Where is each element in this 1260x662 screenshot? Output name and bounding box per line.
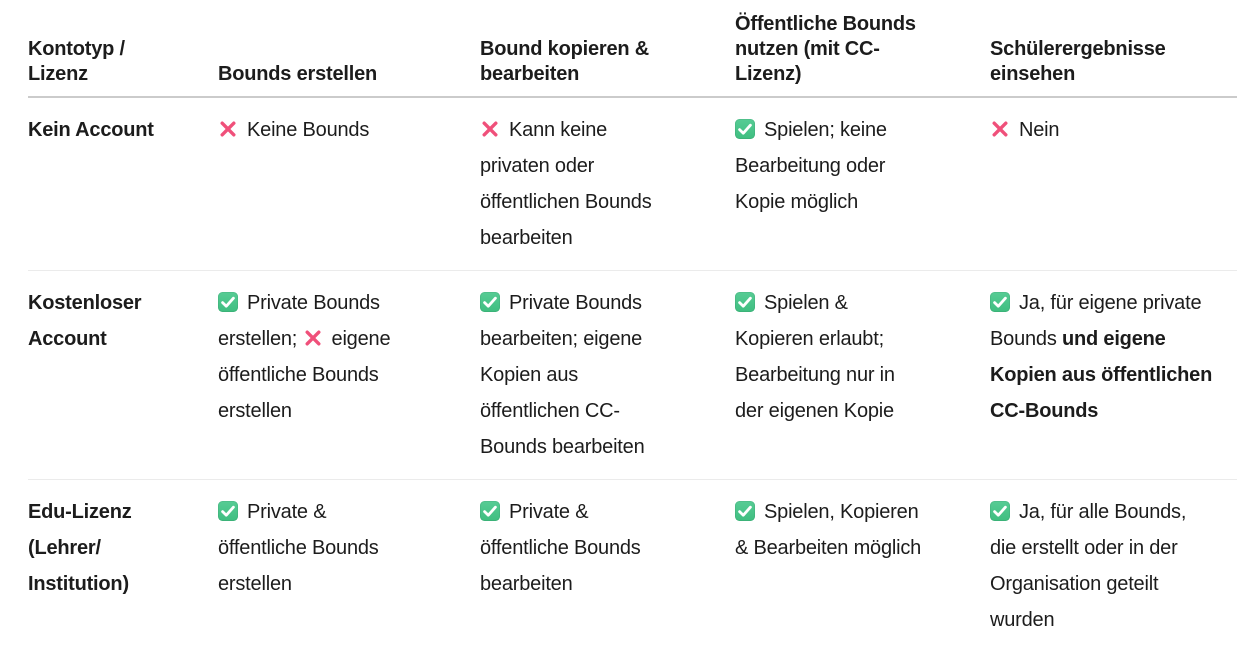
column-header-oeffentliche-bounds: Öffentliche Bounds nutzen (mit CC-Lizenz… bbox=[735, 0, 990, 98]
row-header: Kostenloser Account bbox=[28, 292, 142, 350]
cell-text: Spielen & Kopieren erlaubt; Bearbeitung … bbox=[735, 292, 895, 422]
check-icon bbox=[218, 501, 238, 521]
check-icon bbox=[735, 119, 755, 139]
table-header: Kontotyp / Lizenz Bounds erstellen Bound… bbox=[28, 0, 1237, 98]
table-row: Kein Account Keine Bounds Kann keine priva… bbox=[28, 97, 1237, 271]
check-icon bbox=[480, 292, 500, 312]
check-icon bbox=[735, 292, 755, 312]
table-cell: Private & öffentliche Bounds bearbeiten bbox=[480, 480, 735, 653]
check-icon bbox=[480, 501, 500, 521]
cell-text: Private & öffentliche Bounds bearbeiten bbox=[480, 501, 641, 595]
row-header: Edu-Lizenz (Lehrer/ Institution) bbox=[28, 501, 132, 595]
table-row: Kostenloser Account Private Bounds erstel… bbox=[28, 271, 1237, 480]
row-header: Kein Account bbox=[28, 119, 154, 141]
table-cell: Private Bounds erstellen; eigene öffentl… bbox=[218, 271, 480, 480]
table-cell: Spielen; keine Bearbeitung oder Kopie mö… bbox=[735, 97, 990, 271]
table-cell: Private & öffentliche Bounds erstellen bbox=[218, 480, 480, 653]
header-row: Kontotyp / Lizenz Bounds erstellen Bound… bbox=[28, 0, 1237, 98]
check-icon bbox=[735, 501, 755, 521]
table-cell: Ja, für alle Bounds, die erstellt oder i… bbox=[990, 480, 1237, 653]
table-cell: Keine Bounds bbox=[218, 97, 480, 271]
table-cell: Kann keine privaten oder öffentlichen Bo… bbox=[480, 97, 735, 271]
table-cell: Spielen, Kopieren & Bearbeiten möglich bbox=[735, 480, 990, 653]
cell-text: Ja, für eigene private Bounds bbox=[990, 292, 1202, 350]
table-body: Kein Account Keine Bounds Kann keine priva… bbox=[28, 97, 1237, 652]
column-header-kontotyp: Kontotyp / Lizenz bbox=[28, 0, 218, 98]
cross-icon bbox=[990, 119, 1010, 139]
cross-icon bbox=[218, 119, 238, 139]
cell-text: eigene öffentliche Bounds erstellen bbox=[218, 328, 391, 422]
cross-icon bbox=[303, 328, 323, 348]
check-icon bbox=[990, 292, 1010, 312]
column-header-bounds-erstellen: Bounds erstellen bbox=[218, 0, 480, 98]
table-cell: Spielen & Kopieren erlaubt; Bearbeitung … bbox=[735, 271, 990, 480]
table-cell: Ja, für eigene private Bounds und eigene… bbox=[990, 271, 1237, 480]
column-header-schuelerergebnisse: Schülerergebnisse einsehen bbox=[990, 0, 1237, 98]
cell-text: Private Bounds erstellen; bbox=[218, 292, 380, 350]
cell-text: Spielen; keine Bearbeitung oder Kopie mö… bbox=[735, 119, 887, 213]
check-icon bbox=[990, 501, 1010, 521]
account-permissions-table: Kontotyp / Lizenz Bounds erstellen Bound… bbox=[28, 0, 1237, 652]
column-header-bound-kopieren: Bound kopieren & bearbeiten bbox=[480, 0, 735, 98]
cross-icon bbox=[480, 119, 500, 139]
table-cell: Private Bounds bearbeiten; eigene Kopien… bbox=[480, 271, 735, 480]
cell-text: Spielen, Kopieren & Bearbeiten möglich bbox=[735, 501, 922, 559]
cell-text: Nein bbox=[1019, 119, 1060, 141]
cell-text: Keine Bounds bbox=[247, 119, 370, 141]
cell-text: Private Bounds bearbeiten; eigene Kopien… bbox=[480, 292, 645, 458]
check-icon bbox=[218, 292, 238, 312]
cell-text: Ja, für alle Bounds, die erstellt oder i… bbox=[990, 501, 1187, 631]
cell-text: Kann keine privaten oder öffentlichen Bo… bbox=[480, 119, 652, 249]
table-row: Edu-Lizenz (Lehrer/ Institution) Private … bbox=[28, 480, 1237, 653]
cell-text: Private & öffentliche Bounds erstellen bbox=[218, 501, 379, 595]
table-cell: Nein bbox=[990, 97, 1237, 271]
cell-text: und eigene Kopien aus öffentlichen CC-Bo… bbox=[990, 328, 1213, 422]
